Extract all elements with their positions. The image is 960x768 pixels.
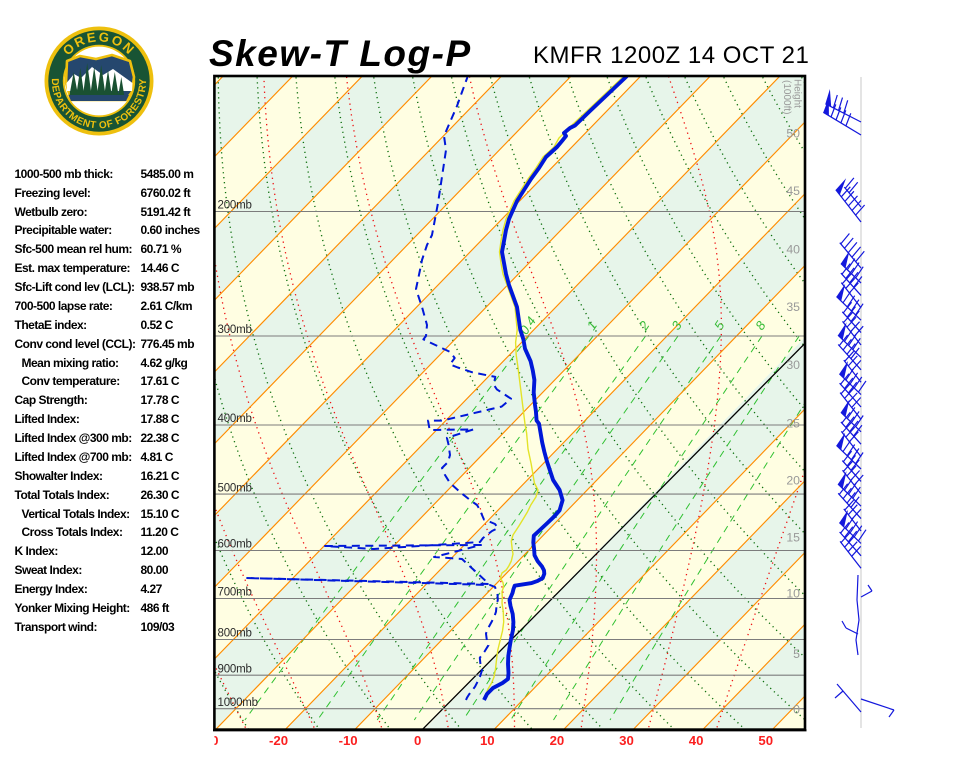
svg-text:800mb: 800mb — [218, 628, 252, 640]
svg-text:40: 40 — [786, 243, 800, 257]
svg-text:0: 0 — [414, 733, 421, 748]
svg-text:5: 5 — [793, 647, 800, 661]
svg-text:25: 25 — [786, 417, 800, 431]
svg-text:40: 40 — [689, 733, 704, 748]
svg-text:0: 0 — [793, 703, 800, 717]
svg-text:Height: Height — [792, 79, 803, 108]
svg-text:300mb: 300mb — [218, 324, 252, 336]
svg-text:700mb: 700mb — [218, 587, 252, 599]
svg-text:50: 50 — [758, 733, 773, 748]
svg-text:50: 50 — [786, 127, 800, 141]
svg-text:10: 10 — [786, 587, 800, 601]
svg-text:20: 20 — [786, 474, 800, 488]
svg-text:45: 45 — [786, 184, 800, 198]
svg-text:10: 10 — [480, 733, 495, 748]
svg-text:1000mb: 1000mb — [218, 697, 258, 709]
svg-text:30: 30 — [786, 358, 800, 372]
svg-text:500mb: 500mb — [218, 482, 252, 494]
svg-text:900mb: 900mb — [218, 663, 252, 675]
svg-text:400mb: 400mb — [218, 413, 252, 425]
svg-text:-20: -20 — [269, 733, 288, 748]
svg-text:15: 15 — [786, 531, 800, 545]
svg-text:35: 35 — [786, 300, 800, 314]
svg-text:(1000ft): (1000ft) — [781, 80, 792, 114]
svg-text:30: 30 — [619, 733, 634, 748]
svg-text:200mb: 200mb — [218, 200, 252, 212]
svg-text:-30: -30 — [199, 733, 218, 748]
svg-text:-10: -10 — [339, 733, 358, 748]
svg-text:20: 20 — [550, 733, 565, 748]
svg-text:600mb: 600mb — [218, 539, 252, 551]
